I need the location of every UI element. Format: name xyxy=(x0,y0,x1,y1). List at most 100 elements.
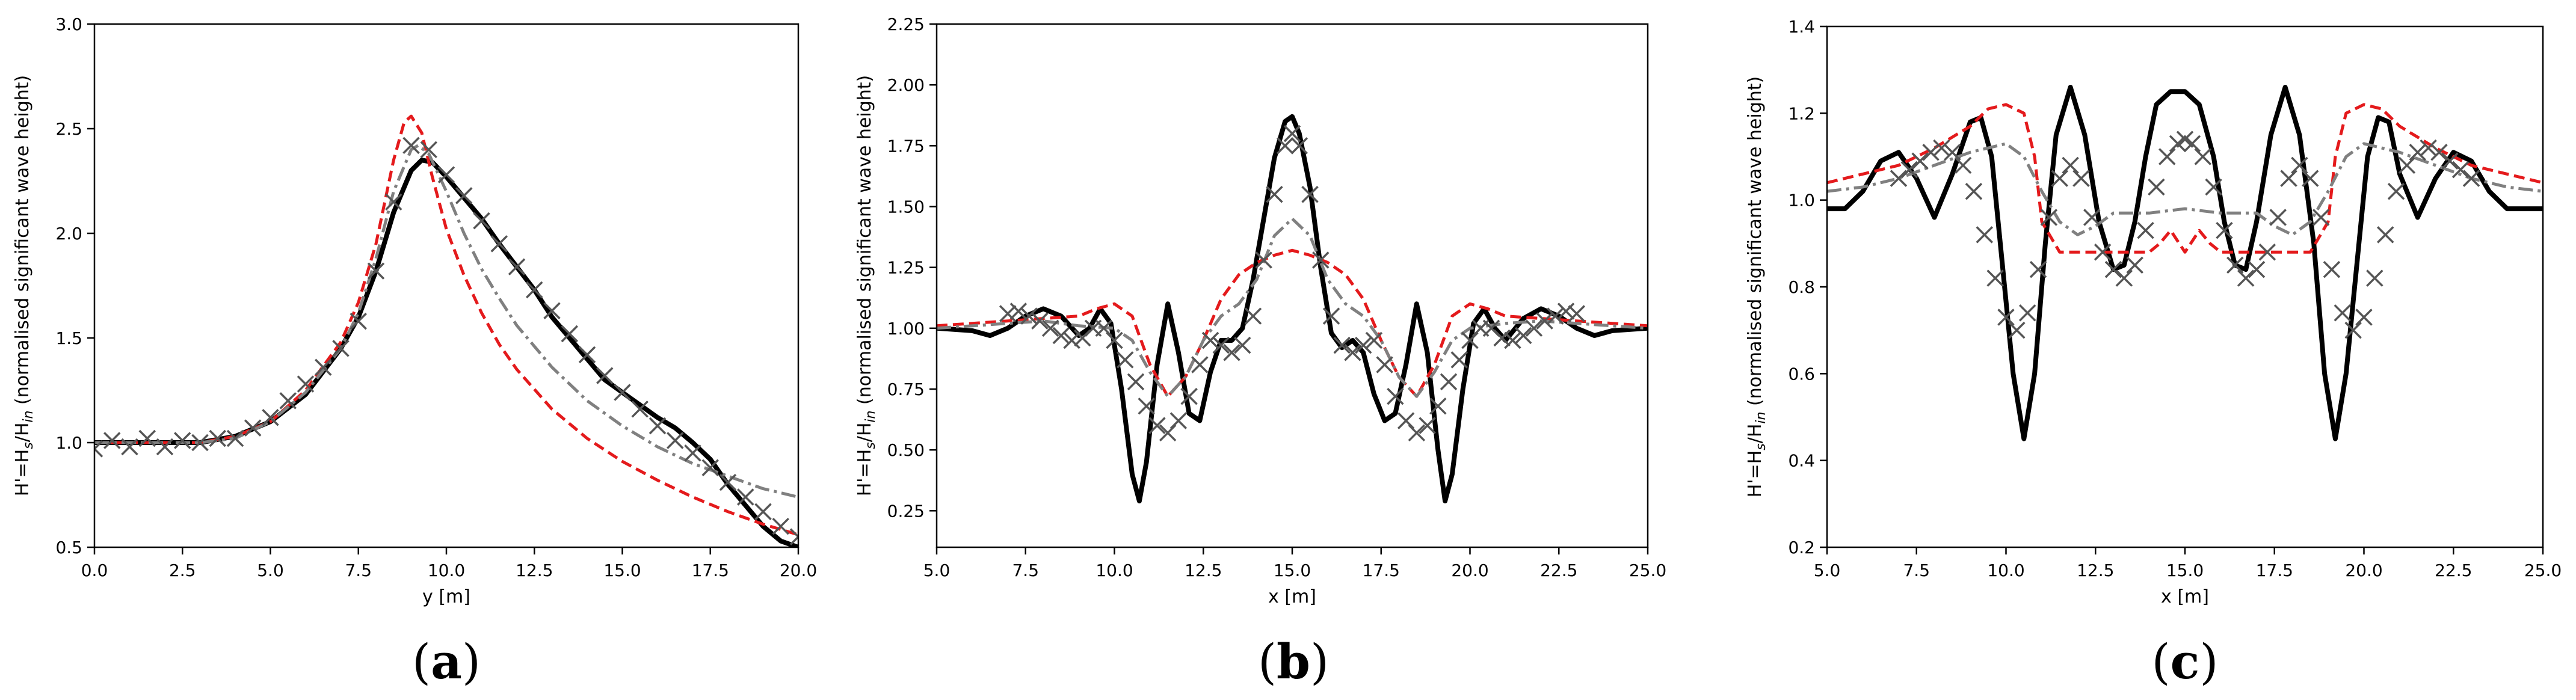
data-point-x-marker xyxy=(490,235,508,253)
data-point-x-marker xyxy=(1290,137,1308,155)
y-tick-label: 1.25 xyxy=(887,258,925,278)
series-line-dashdot xyxy=(937,217,1648,398)
x-tick-label: 10.0 xyxy=(1095,560,1133,580)
x-tick-label: 22.5 xyxy=(2435,560,2472,580)
data-point-x-marker xyxy=(1041,319,1059,337)
data-point-x-marker xyxy=(244,419,262,437)
x-tick-label: 5.0 xyxy=(923,560,951,580)
y-tick-label: 2.0 xyxy=(55,224,82,244)
data-point-x-marker xyxy=(2094,244,2112,261)
data-point-x-marker xyxy=(1333,336,1351,354)
panel-label: (c) xyxy=(2151,633,2218,690)
data-point-x-marker xyxy=(1191,356,1209,373)
x-tick-label: 15.0 xyxy=(2166,560,2204,580)
x-tick-label: 12.5 xyxy=(2077,560,2114,580)
y-tick-label: 3.0 xyxy=(55,14,82,34)
data-point-x-marker xyxy=(2441,152,2459,170)
x-tick-label: 25.0 xyxy=(1629,560,1666,580)
data-point-x-marker xyxy=(1922,144,1940,161)
data-point-x-marker xyxy=(420,141,437,159)
data-point-x-marker xyxy=(1890,170,1908,187)
data-point-x-marker xyxy=(1106,331,1123,349)
data-point-x-marker xyxy=(121,438,138,456)
data-point-x-marker xyxy=(2280,170,2297,187)
x-tick-label: 15.0 xyxy=(1274,560,1311,580)
x-tick-label: 15.0 xyxy=(603,560,641,580)
y-axis-label: H'=Hs/Hin (normalised significant wave h… xyxy=(1745,76,1769,498)
panel-label: (a) xyxy=(412,633,481,690)
data-point-x-marker xyxy=(473,212,490,230)
data-point-x-marker xyxy=(1201,331,1219,349)
y-tick-label: 2.00 xyxy=(887,75,925,95)
data-point-x-marker xyxy=(402,137,420,155)
data-point-x-marker xyxy=(508,258,526,275)
data-point-x-marker xyxy=(2366,269,2383,287)
data-point-x-marker xyxy=(2376,226,2394,244)
data-point-x-marker xyxy=(2409,144,2426,161)
data-point-x-marker xyxy=(701,459,719,476)
data-point-x-marker xyxy=(2302,170,2319,187)
x-tick-label: 20.0 xyxy=(2345,560,2382,580)
data-point-x-marker xyxy=(1138,398,1155,415)
data-point-x-marker xyxy=(1148,417,1166,434)
data-point-x-marker xyxy=(2018,304,2036,322)
x-tick-label: 10.0 xyxy=(1987,560,2024,580)
x-tick-label: 5.0 xyxy=(257,560,284,580)
series-line-dashed xyxy=(1827,103,2543,254)
x-tick-label: 20.0 xyxy=(1451,560,1488,580)
data-point-x-marker xyxy=(737,488,754,506)
x-tick-label: 22.5 xyxy=(1540,560,1577,580)
data-point-x-marker xyxy=(631,401,649,418)
data-point-x-marker xyxy=(1009,302,1028,320)
y-tick-label: 1.00 xyxy=(887,319,925,339)
y-axis-label: H'=Hs/Hin (normalised significant wave h… xyxy=(12,75,36,497)
data-point-x-marker xyxy=(1547,307,1564,325)
chart-panel-a: 0.0 2.5 5.0 7.5 10.0 12.5 15.0 17.5 20.0 0.5 1.0 1.… xyxy=(12,14,817,690)
data-point-x-marker xyxy=(2398,156,2416,174)
data-point-x-marker xyxy=(578,346,596,364)
data-point-x-marker xyxy=(437,166,455,183)
data-point-x-marker xyxy=(754,503,772,521)
y-tick-label: 0.2 xyxy=(1788,538,1815,557)
data-point-x-marker xyxy=(2083,209,2101,226)
data-point-x-marker xyxy=(596,367,614,384)
data-point-x-marker xyxy=(1536,312,1553,330)
data-point-x-marker xyxy=(262,409,279,426)
data-point-x-marker xyxy=(2137,221,2154,239)
data-point-x-marker xyxy=(1568,305,1586,322)
y-tick-label: 2.25 xyxy=(887,14,925,34)
chart-panel-b: 5.0 7.5 10.0 12.5 15.0 17.5 20.0 22.5 25.0 0.25 0.… xyxy=(854,14,1666,690)
data-point-x-marker xyxy=(2040,209,2058,226)
axes-frame xyxy=(935,23,1649,548)
series-markers xyxy=(999,124,1586,442)
data-point-x-marker xyxy=(455,187,473,204)
x-tick-label: 7.5 xyxy=(1903,560,1930,580)
data-point-x-marker xyxy=(1997,309,2015,326)
data-point-x-marker xyxy=(2115,269,2133,287)
data-point-x-marker xyxy=(999,305,1017,322)
data-point-x-marker xyxy=(684,444,701,462)
plot-area xyxy=(1827,85,2543,441)
x-axis-label: y [m] xyxy=(422,586,470,607)
series-line-dashed xyxy=(94,114,798,536)
data-point-x-marker xyxy=(2269,209,2287,226)
data-point-x-marker xyxy=(2216,221,2233,239)
y-tick-label: 0.8 xyxy=(1788,277,1815,297)
data-point-x-marker xyxy=(2312,209,2330,226)
data-point-x-marker xyxy=(1493,329,1511,347)
data-point-x-marker xyxy=(1127,373,1145,391)
y-tick-label: 0.5 xyxy=(55,538,82,557)
data-point-x-marker xyxy=(1911,152,1929,170)
data-point-x-marker xyxy=(1408,424,1426,442)
data-point-x-marker xyxy=(2387,182,2405,200)
data-point-x-marker xyxy=(315,358,332,376)
plot-area xyxy=(94,114,798,547)
series-markers xyxy=(1890,130,2480,339)
data-point-x-marker xyxy=(1557,302,1575,320)
data-point-x-marker xyxy=(1986,269,2004,287)
y-tick-label: 1.5 xyxy=(55,328,82,348)
data-point-x-marker xyxy=(2072,170,2090,187)
data-point-x-marker xyxy=(2344,321,2362,339)
y-tick-label: 1.2 xyxy=(1788,103,1815,123)
